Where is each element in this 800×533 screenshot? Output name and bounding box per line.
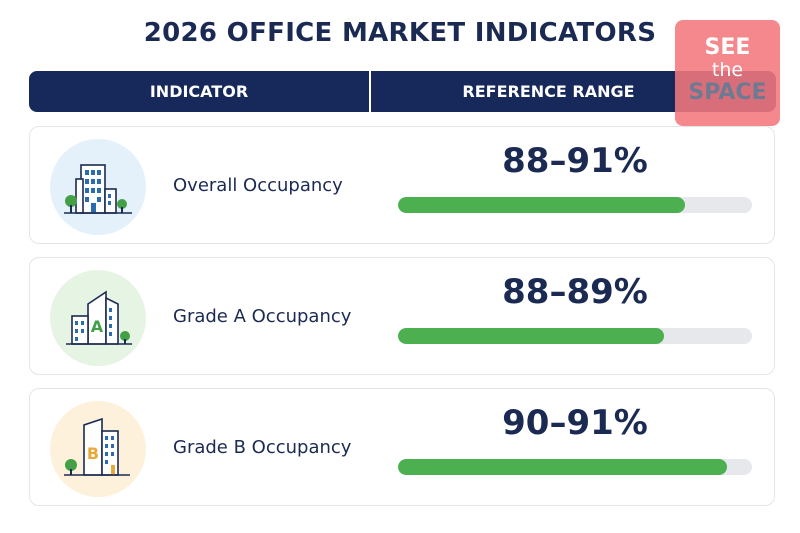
reference-range-value: 88–91% [502, 141, 648, 181]
reference-range-value: 90–91% [502, 403, 648, 443]
reference-range-value: 88–89% [502, 272, 648, 312]
indicator-label: Overall Occupancy [173, 174, 343, 196]
logo-line-2: the [711, 59, 744, 81]
column-header-reference-range-label: REFERENCE RANGE [462, 82, 635, 101]
indicator-row-grade-a: A Grade A Occupancy 88–89% [29, 257, 775, 375]
range-bar-fill [398, 328, 664, 344]
range-bar-fill [398, 459, 728, 475]
indicator-row-overall: Overall Occupancy 88–91% [29, 126, 775, 244]
grade-b-building-icon: B [50, 401, 146, 497]
range-bar-track [398, 197, 752, 213]
grade-letter: B [87, 444, 99, 463]
indicator-row-grade-b: B Grade B Occupancy 90–91% [29, 388, 775, 506]
range-bar-track [398, 459, 752, 475]
see-the-space-logo: SEE the SPACE [675, 20, 780, 126]
range-bar-track [398, 328, 752, 344]
indicator-label: Grade B Occupancy [173, 436, 352, 458]
office-building-icon [50, 139, 146, 235]
column-header-indicator-label: INDICATOR [149, 82, 249, 101]
range-bar-fill [398, 197, 685, 213]
logo-line-3: SPACE [688, 80, 767, 105]
grade-a-building-icon: A [50, 270, 146, 366]
page-title: 2026 OFFICE MARKET INDICATORS [143, 18, 657, 48]
column-header-indicator: INDICATOR [29, 71, 369, 112]
grade-letter: A [91, 317, 104, 336]
logo-line-1: SEE [704, 35, 751, 60]
indicator-label: Grade A Occupancy [173, 305, 352, 327]
